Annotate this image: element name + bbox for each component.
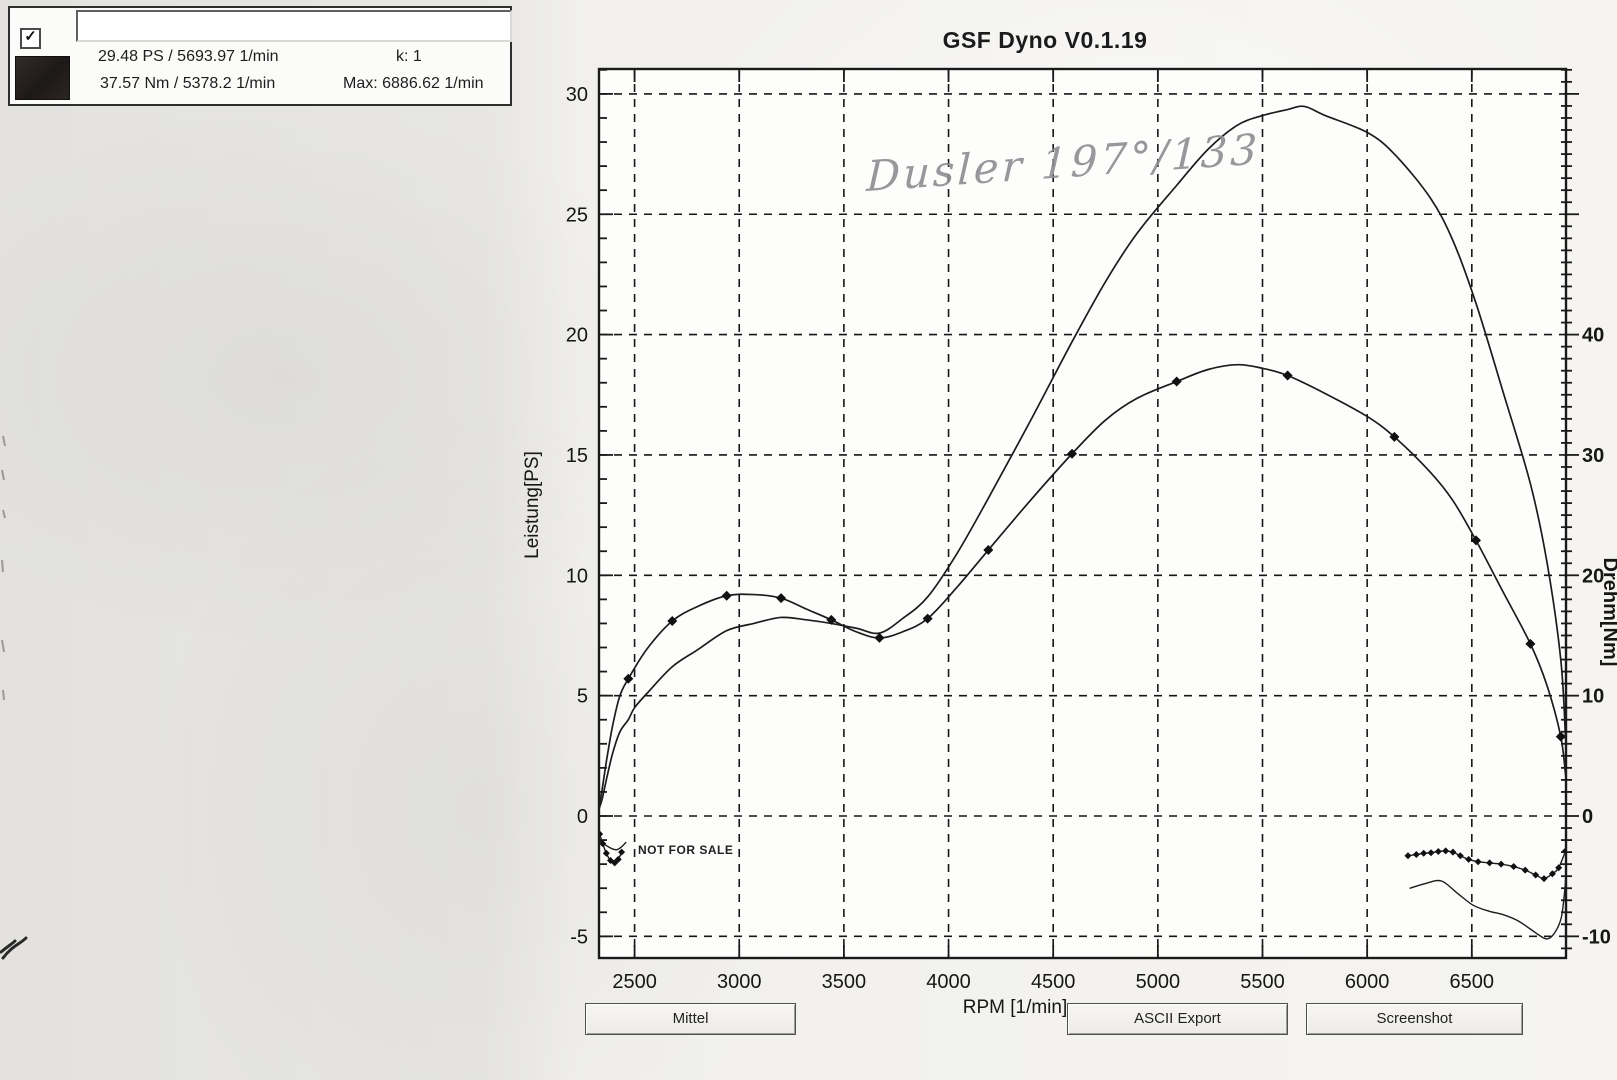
run-name-input[interactable]: [76, 10, 512, 42]
svg-text:3000: 3000: [717, 971, 762, 993]
torque-marker: [667, 616, 678, 627]
torque-curve: [600, 363, 1565, 806]
torque-marker: [721, 590, 732, 601]
torque-marker: [1470, 535, 1481, 546]
torque-marker: [1282, 370, 1293, 381]
svg-text:4500: 4500: [1031, 971, 1076, 993]
right-axis-title: Drehm[Nm]: [1599, 558, 1617, 667]
axis-titles: Leistung[PS] Drehm[Nm] RPM [1/min]: [522, 451, 1617, 1018]
svg-text:0: 0: [1582, 806, 1593, 828]
torque-marker: [874, 632, 885, 643]
run-color-swatch[interactable]: [15, 56, 70, 100]
x-axis-title: RPM [1/min]: [963, 997, 1068, 1018]
run-visible-checkbox[interactable]: ✓: [20, 28, 41, 49]
drag-torque-start-marker: [611, 859, 619, 867]
scan-artifacts: [0, 435, 28, 960]
svg-text:4000: 4000: [926, 971, 971, 993]
drag-torque-end-curve: [1407, 850, 1565, 880]
svg-text:15: 15: [566, 445, 588, 467]
max-rpm-readout: Max: 6886.62 1/min: [343, 75, 484, 92]
drag-torque-end-marker: [1510, 863, 1518, 871]
svg-text:2500: 2500: [612, 971, 657, 993]
drag-torque-end-marker: [1442, 847, 1450, 855]
drag-torque-start-marker: [607, 857, 615, 865]
svg-text:5000: 5000: [1136, 971, 1181, 993]
torque-marker: [983, 545, 994, 556]
drag-torque-end-marker: [1555, 864, 1563, 872]
torque-marker: [623, 673, 634, 684]
plot-border: [597, 67, 1568, 960]
drag-torque-end-marker: [1540, 875, 1548, 883]
drag-torque-end-marker: [1412, 851, 1420, 859]
svg-text:40: 40: [1582, 325, 1604, 347]
drag-torque-start-marker: [614, 855, 622, 863]
plot-area: [599, 69, 1566, 958]
drag-torque-start-marker: [602, 849, 610, 857]
handwritten-annotation: Dusler 197°/133: [865, 124, 1261, 202]
drag-torque-start-marker: [618, 848, 626, 856]
run-info-panel: ✓ 29.48 PS / 5693.97 1/min k: 1 37.57 Nm…: [8, 6, 512, 106]
drag-torque-end-marker: [1548, 870, 1556, 878]
drag-torque-end-marker: [1521, 866, 1529, 874]
k-factor-readout: k: 1: [396, 48, 422, 65]
drag-torque-end-marker: [1486, 859, 1494, 867]
power-peak-readout: 29.48 PS / 5693.97 1/min: [98, 48, 279, 65]
mittel-button[interactable]: Mittel: [585, 1003, 796, 1035]
drag-torque-end-marker: [1474, 858, 1482, 866]
drag-torque-end-marker: [1562, 847, 1565, 854]
svg-text:10: 10: [566, 565, 588, 587]
drag-power-end-curve: [1409, 878, 1565, 940]
drag-torque-end-marker: [1465, 855, 1473, 863]
drag-torque-start-marker: [600, 840, 607, 848]
checkmark-icon: ✓: [24, 28, 37, 45]
svg-text:6500: 6500: [1450, 971, 1495, 993]
drag-torque-start-curve: [600, 833, 623, 864]
axis-ticks: [599, 68, 1579, 958]
screenshot-button[interactable]: Screenshot: [1306, 1003, 1523, 1035]
svg-text:20: 20: [1582, 565, 1604, 587]
torque-marker: [1389, 431, 1400, 442]
drag-torque-end-marker: [1427, 849, 1435, 857]
drag-torque-end-marker: [1456, 852, 1464, 860]
drag-torque-end-marker: [1420, 849, 1428, 857]
drag-torque-start-marker: [600, 830, 604, 838]
torque-marker: [1171, 376, 1182, 387]
drag-torque-end-marker: [1449, 848, 1457, 856]
svg-text:5: 5: [577, 686, 588, 708]
torque-peak-readout: 37.57 Nm / 5378.2 1/min: [100, 75, 276, 92]
drag-torque-end-marker: [1532, 871, 1540, 879]
not-for-sale-watermark: NOT FOR SALE: [638, 843, 734, 857]
svg-text:6000: 6000: [1345, 971, 1390, 993]
torque-marker: [922, 613, 933, 624]
torque-marker: [1525, 638, 1536, 649]
svg-text:20: 20: [566, 325, 588, 347]
torque-marker: [826, 614, 837, 625]
drag-torque-end-marker: [1497, 860, 1505, 868]
gridlines: [599, 69, 1566, 958]
curves: [600, 105, 1565, 940]
svg-text:-10: -10: [1582, 926, 1611, 948]
svg-text:25: 25: [566, 204, 588, 226]
svg-text:30: 30: [1582, 445, 1604, 467]
svg-text:30: 30: [566, 84, 588, 106]
svg-text:-5: -5: [570, 926, 588, 948]
torque-marker: [776, 593, 787, 604]
drag-torque-end-marker: [1434, 848, 1442, 856]
svg-text:0: 0: [577, 806, 588, 828]
left-axis-title: Leistung[PS]: [522, 451, 543, 559]
torque-marker: [1067, 448, 1078, 459]
drag-torque-end-marker: [1404, 852, 1412, 860]
drag-power-start-curve: [600, 840, 627, 851]
ascii-export-button[interactable]: ASCII Export: [1067, 1003, 1288, 1035]
svg-text:5500: 5500: [1240, 971, 1285, 993]
svg-text:3500: 3500: [822, 971, 867, 993]
torque-marker: [1555, 731, 1565, 742]
svg-text:10: 10: [1582, 686, 1604, 708]
power-curve: [600, 105, 1565, 809]
chart-title: GSF Dyno V0.1.19: [942, 27, 1148, 53]
